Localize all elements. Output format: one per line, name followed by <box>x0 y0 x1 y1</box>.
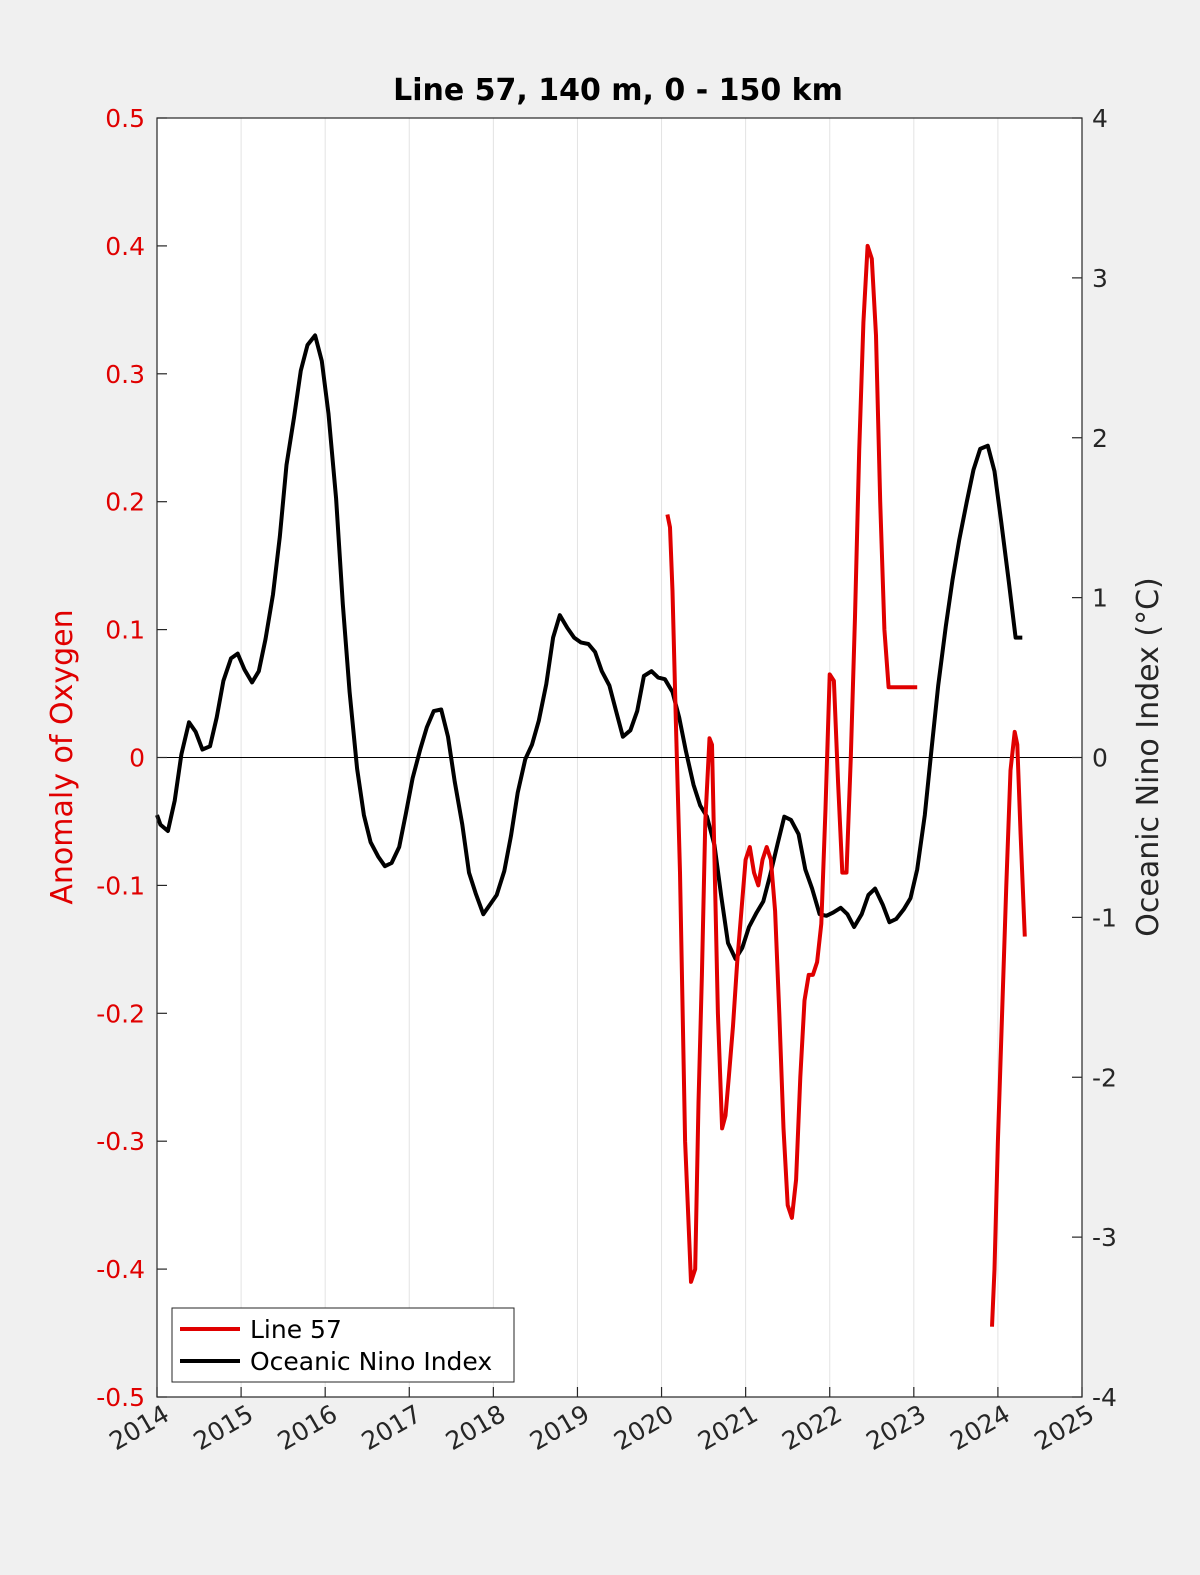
right-axis-label: Oceanic Nino Index (°C) <box>1131 577 1166 937</box>
series-line-oceanic-nino-index-segment-1 <box>155 333 1023 961</box>
left-tick-label: -0.1 <box>96 871 145 900</box>
legend-label-oni: Oceanic Nino Index <box>250 1347 492 1376</box>
right-axis-ticks: -4 -3 -2 -1 0 1 2 3 4 <box>1072 104 1117 1412</box>
left-axis-ticks: -0.5 -0.4 -0.3 -0.2 -0.1 0 0.1 0.2 0.3 0.4 0.5 <box>96 104 167 1412</box>
left-tick-label: 0.3 <box>105 360 145 389</box>
left-tick-label: 0.5 <box>105 104 145 133</box>
series-line-line-57-segment-2 <box>990 729 1027 1327</box>
left-tick-label: -0.2 <box>96 999 145 1028</box>
right-tick-label: 2 <box>1092 424 1108 453</box>
series-line-line-57-segment-1 <box>665 243 918 1284</box>
right-tick-label: 1 <box>1092 584 1108 613</box>
left-tick-label: -0.5 <box>96 1383 145 1412</box>
left-tick-label: 0.2 <box>105 488 145 517</box>
right-tick-label: 0 <box>1092 744 1108 773</box>
left-tick-label: 0.1 <box>105 616 145 645</box>
left-tick-label: 0.4 <box>105 232 145 261</box>
left-tick-label: -0.3 <box>96 1127 145 1156</box>
chart-title: Line 57, 140 m, 0 - 150 km <box>393 73 843 108</box>
right-tick-label: -1 <box>1092 903 1117 932</box>
series-layer <box>155 243 1027 1327</box>
legend-label-line57: Line 57 <box>250 1315 342 1344</box>
right-tick-label: 3 <box>1092 264 1108 293</box>
right-tick-label: 4 <box>1092 104 1108 133</box>
right-tick-label: -2 <box>1092 1063 1117 1092</box>
right-tick-label: -3 <box>1092 1223 1117 1252</box>
right-tick-label: -4 <box>1092 1383 1117 1412</box>
left-tick-label: 0 <box>129 744 145 773</box>
left-tick-label: -0.4 <box>96 1255 145 1284</box>
legend-box <box>171 1307 515 1383</box>
legend: Line 57 Oceanic Nino Index <box>171 1307 515 1383</box>
left-axis-label: Anomaly of Oxygen <box>45 609 80 904</box>
